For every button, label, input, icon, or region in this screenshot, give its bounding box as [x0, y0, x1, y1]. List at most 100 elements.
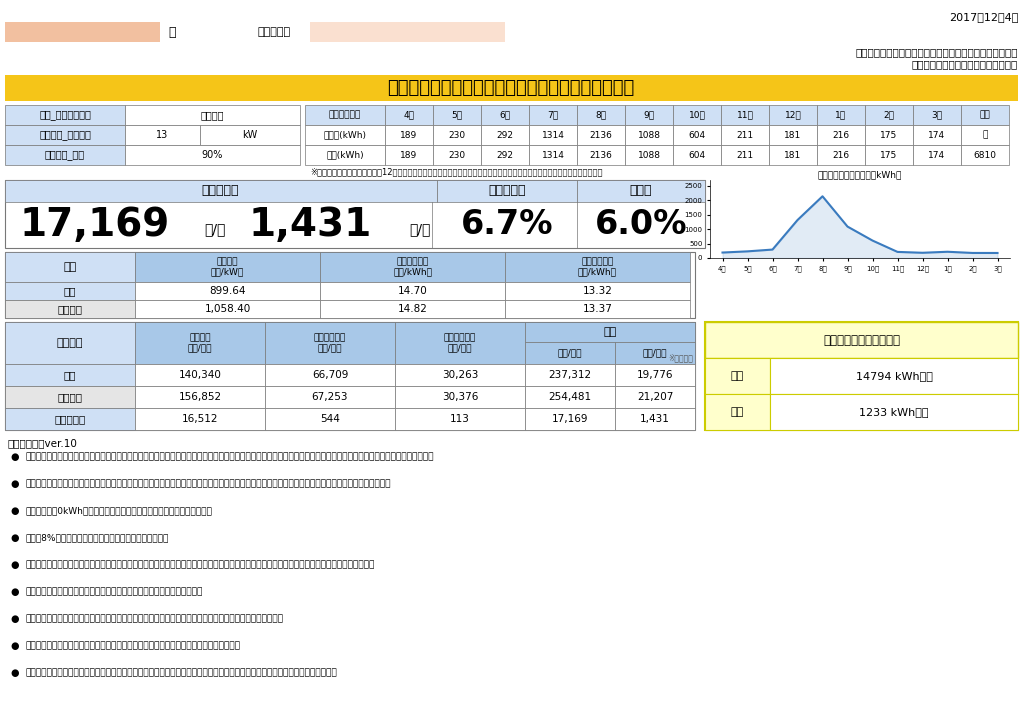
Bar [5, 145, 125, 165]
Bar [770, 394, 1018, 430]
Text: このシミュレーションは参考値ですので、お客様のご使用状況が変わった場合、各試算結果が変わります。: このシミュレーションは参考値ですので、お客様のご使用状況が変わった場合、各試算結… [25, 614, 283, 623]
Text: 8月: 8月 [595, 110, 606, 120]
Text: 4月: 4月 [403, 110, 415, 120]
Bar [5, 180, 705, 248]
Text: ●: ● [10, 560, 18, 570]
Bar [5, 408, 135, 430]
Bar [395, 408, 525, 430]
Bar [319, 300, 505, 318]
Bar [135, 282, 319, 300]
Text: 7月: 7月 [548, 110, 558, 120]
Text: ●: ● [10, 452, 18, 462]
Bar [529, 125, 577, 145]
Text: －: － [982, 130, 988, 140]
Bar [125, 125, 200, 145]
Text: 6810: 6810 [974, 150, 996, 160]
Text: イーレックス・スパーク・エリアマーケティング株式会社: イーレックス・スパーク・エリアマーケティング株式会社 [855, 47, 1018, 57]
Text: 5月: 5月 [452, 110, 463, 120]
Text: 1233 kWh以下: 1233 kWh以下 [859, 407, 929, 417]
Text: 14.82: 14.82 [397, 304, 427, 314]
Bar [481, 125, 529, 145]
Text: ●: ● [10, 641, 18, 651]
Text: kW: kW [243, 130, 258, 140]
Text: 174: 174 [929, 150, 945, 160]
Text: 1,058.40: 1,058.40 [205, 304, 251, 314]
Bar [505, 282, 690, 300]
Bar [135, 408, 265, 430]
Bar [577, 145, 625, 165]
Text: 月間: 月間 [730, 407, 743, 417]
Bar [525, 342, 615, 364]
Bar [615, 386, 695, 408]
Bar [481, 105, 529, 125]
Text: 17,169: 17,169 [19, 206, 170, 244]
Bar [395, 322, 525, 364]
Text: 3月: 3月 [932, 110, 942, 120]
Text: 低圧電力: 低圧電力 [201, 110, 224, 120]
Bar [673, 105, 721, 125]
Bar [319, 252, 505, 282]
Text: 237,312: 237,312 [549, 370, 592, 380]
Bar [5, 364, 135, 386]
Text: 弊社: 弊社 [63, 286, 76, 296]
Bar [817, 125, 865, 145]
Text: 181: 181 [784, 150, 802, 160]
Text: 6月: 6月 [500, 110, 511, 120]
Text: 156,852: 156,852 [178, 392, 221, 402]
Text: 関西電力: 関西電力 [57, 304, 83, 314]
Bar [305, 105, 385, 125]
Text: 円/年: 円/年 [205, 222, 225, 236]
Bar [577, 105, 625, 125]
Bar [577, 125, 625, 145]
Text: 30,376: 30,376 [441, 392, 478, 402]
Bar [961, 105, 1009, 125]
Bar [125, 145, 300, 165]
Text: 1314: 1314 [542, 150, 564, 160]
Text: 推定削減率: 推定削減率 [488, 184, 525, 197]
Text: 19,776: 19,776 [637, 370, 673, 380]
Bar [5, 386, 135, 408]
Text: 様: 様 [168, 25, 175, 38]
Bar [865, 105, 913, 125]
Text: 13: 13 [156, 130, 168, 140]
Bar [505, 300, 690, 318]
Bar [705, 322, 1018, 358]
Title: 月々の推定使用電力量（kWh）: 月々の推定使用電力量（kWh） [818, 170, 902, 179]
Text: 1088: 1088 [638, 130, 660, 140]
Text: 12月: 12月 [784, 110, 802, 120]
Bar [385, 125, 433, 145]
Text: 年間: 年間 [730, 371, 743, 381]
Text: 他季従量料金
（円/kWh）: 他季従量料金 （円/kWh） [578, 257, 617, 276]
Bar [5, 322, 135, 364]
Bar [5, 322, 695, 430]
Text: 90%: 90% [202, 150, 222, 160]
Text: 単価: 単価 [63, 262, 77, 272]
Bar [265, 322, 395, 364]
Bar [5, 300, 135, 318]
Text: 円/月: 円/月 [410, 222, 431, 236]
Text: 関西電力: 関西電力 [57, 392, 83, 402]
Bar [615, 408, 695, 430]
Text: 2136: 2136 [590, 150, 612, 160]
Bar [913, 145, 961, 165]
Text: 13.37: 13.37 [583, 304, 612, 314]
Text: ●: ● [10, 587, 18, 597]
Text: 供給開始後は再生可能エネルギー発電促進賦課金・燃料費調整額を加味してご請求いたします。（算定式は関西電力と同一です）: 供給開始後は再生可能エネルギー発電促進賦課金・燃料費調整額を加味してご請求いたし… [25, 668, 337, 677]
Text: 夏季従量料金
（円/kWh）: 夏季従量料金 （円/kWh） [393, 257, 432, 276]
Text: 合計: 合計 [603, 327, 616, 337]
Text: 1314: 1314 [542, 130, 564, 140]
Text: ご注意事項＿ver.10: ご注意事項＿ver.10 [8, 438, 78, 448]
Bar [5, 180, 437, 202]
Text: 負荷率: 負荷率 [630, 184, 652, 197]
Text: 14794 kWh以下: 14794 kWh以下 [856, 371, 933, 381]
Bar [395, 364, 525, 386]
Text: ご入力(kWh): ご入力(kWh) [324, 130, 367, 140]
Bar [135, 386, 265, 408]
Text: 211: 211 [736, 130, 754, 140]
Text: 899.64: 899.64 [209, 286, 246, 296]
Text: 175: 175 [881, 150, 898, 160]
Bar [135, 252, 319, 282]
Bar [265, 364, 395, 386]
Text: 年間: 年間 [980, 110, 990, 120]
Bar [865, 145, 913, 165]
